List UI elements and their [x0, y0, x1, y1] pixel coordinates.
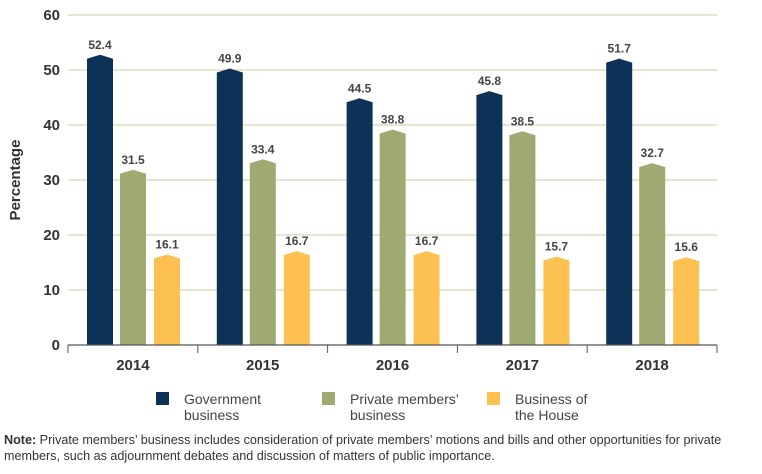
bar-chart: 0 10 20 30 40 50 60 Percentage 52.4 49.9 44.5 45.8 5…: [7, 7, 718, 423]
data-label: 44.5: [348, 81, 372, 95]
x-tick-label: 2014: [116, 357, 150, 374]
data-label: 49.9: [218, 52, 242, 66]
data-label: 45.8: [478, 74, 502, 88]
chart-note: Note: Private members’ business includes…: [4, 432, 760, 464]
data-label: 16.7: [285, 234, 309, 248]
x-tick-label: 2017: [506, 357, 539, 374]
x-tick-label: 2016: [376, 357, 409, 374]
bar: [413, 251, 440, 345]
bar: [120, 169, 146, 345]
bar: [509, 131, 536, 345]
legend-label: business: [184, 407, 239, 423]
legend-swatch: [156, 392, 169, 405]
bar: [346, 98, 373, 345]
y-tick-label: 60: [43, 7, 60, 24]
legend-label: the House: [515, 407, 579, 423]
data-label: 52.4: [88, 38, 112, 52]
legend-label: Private members’: [350, 391, 459, 407]
bar: [87, 54, 113, 346]
data-label: 38.8: [381, 113, 405, 127]
note-text: Private members’ business includes consi…: [4, 433, 722, 463]
data-label: 33.4: [251, 142, 275, 156]
bar: [673, 257, 700, 345]
y-tick-label: 20: [43, 227, 60, 244]
x-tick-label: 2015: [246, 357, 279, 374]
legend-label: Business of: [515, 391, 587, 407]
y-tick-label: 50: [43, 62, 60, 79]
data-label: 51.7: [608, 42, 632, 56]
bar: [154, 254, 180, 345]
y-tick-label: 30: [43, 172, 60, 189]
bar: [216, 68, 243, 346]
y-axis-label: Percentage: [7, 140, 24, 221]
data-label: 31.5: [121, 153, 145, 167]
x-tick-label: 2018: [635, 357, 668, 374]
data-label: 38.5: [511, 114, 535, 128]
bar: [639, 163, 666, 345]
legend-label: Government: [184, 391, 261, 407]
y-tick-label: 40: [43, 117, 60, 134]
y-tick-label: 10: [43, 282, 60, 299]
bar: [476, 91, 503, 345]
y-tick-label: 0: [52, 337, 60, 354]
bar: [249, 159, 276, 345]
data-label: 15.7: [545, 240, 569, 254]
bar: [543, 256, 570, 345]
bar: [283, 251, 310, 345]
bar: [606, 58, 633, 346]
data-label: 15.6: [675, 240, 699, 254]
data-label: 16.7: [415, 234, 439, 248]
legend-label: business: [350, 407, 405, 423]
note-label: Note:: [4, 433, 37, 447]
legend-swatch: [487, 392, 500, 405]
legend-swatch: [322, 392, 335, 405]
data-label: 32.7: [641, 146, 665, 160]
data-label: 16.1: [155, 237, 179, 251]
bar: [379, 129, 406, 345]
